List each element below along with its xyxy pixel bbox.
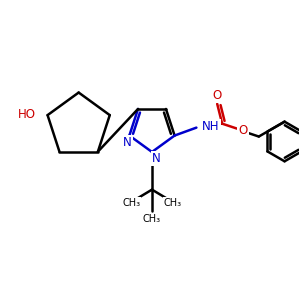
Text: N: N — [152, 152, 160, 165]
Text: N: N — [123, 136, 132, 149]
Text: O: O — [238, 124, 248, 137]
Text: CH₃: CH₃ — [164, 197, 182, 208]
Text: HO: HO — [18, 108, 36, 121]
Text: NH: NH — [202, 120, 220, 133]
Text: O: O — [213, 89, 222, 102]
Text: CH₃: CH₃ — [122, 197, 140, 208]
Text: CH₃: CH₃ — [143, 214, 161, 224]
